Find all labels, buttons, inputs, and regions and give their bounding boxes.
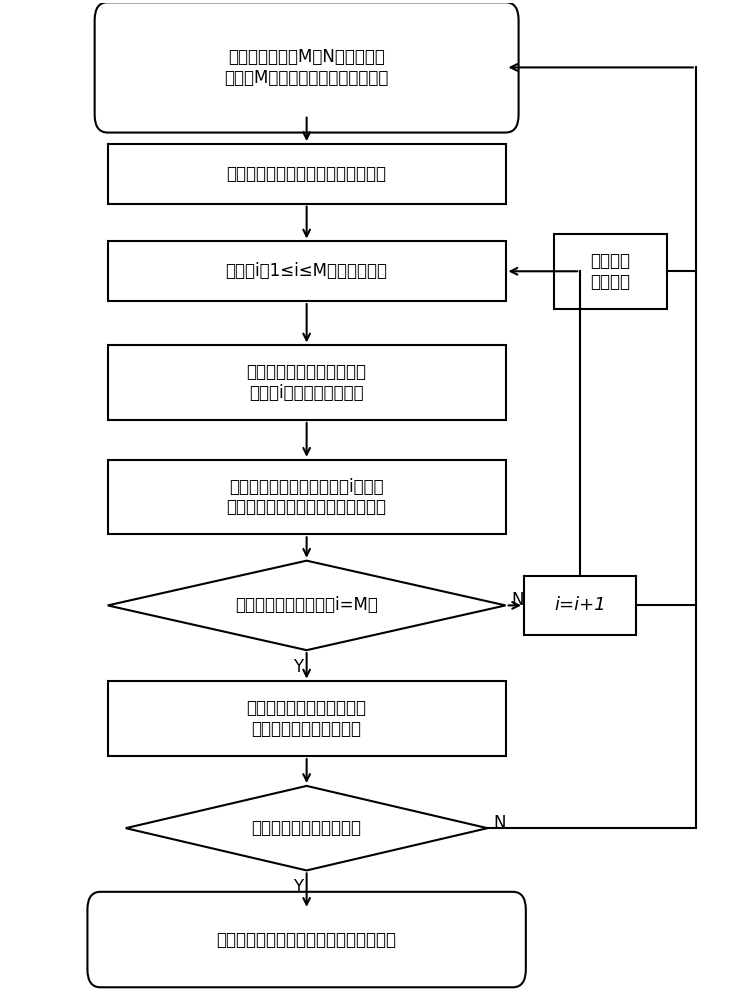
Text: N: N [511,591,524,609]
Text: 采用面阵天线机电耦合模型
计算变形面阵天线电性能: 采用面阵天线机电耦合模型 计算变形面阵天线电性能 [246,699,367,738]
Polygon shape [108,561,506,650]
Text: 提取第i（1≤i≤M）个线阵天线: 提取第i（1≤i≤M）个线阵天线 [225,262,388,280]
Text: 采用线阵天线机电耦合模型
计算第i个线阵天线电性能: 采用线阵天线机电耦合模型 计算第i个线阵天线电性能 [246,363,367,402]
Bar [108,681,506,756]
Text: 修改面阵
结构参数: 修改面阵 结构参数 [590,252,631,291]
Text: 确定面阵天线（M行N列）、线阵
天线（M个）的结构参数和电磁参数: 确定面阵天线（M行N列）、线阵 天线（M个）的结构参数和电磁参数 [225,48,389,87]
Text: i=i+1: i=i+1 [554,596,606,614]
Text: 变形面阵电性能满足指标: 变形面阵电性能满足指标 [252,819,362,837]
Text: 有限元分析得到面阵天线结构变形量: 有限元分析得到面阵天线结构变形量 [227,165,386,183]
Bar [524,576,636,635]
Text: 最优面阵天线激励电流幅度和相位调整量: 最优面阵天线激励电流幅度和相位调整量 [217,931,397,949]
FancyBboxPatch shape [87,892,526,987]
Bar [554,234,666,309]
Bar [108,460,506,534]
Text: Y: Y [293,878,303,896]
Text: Y: Y [293,658,303,676]
Bar [108,345,506,420]
Bar [108,241,506,301]
Bar [108,144,506,204]
Polygon shape [126,786,488,870]
FancyBboxPatch shape [95,2,518,133]
Text: 采用快速傅里叶变换计算第i个线阵
天线单元激励电流幅度和相位调整量: 采用快速傅里叶变换计算第i个线阵 天线单元激励电流幅度和相位调整量 [227,478,386,516]
Text: N: N [494,814,506,832]
Text: 是否为所有线阵天线（i=M）: 是否为所有线阵天线（i=M） [235,596,378,614]
